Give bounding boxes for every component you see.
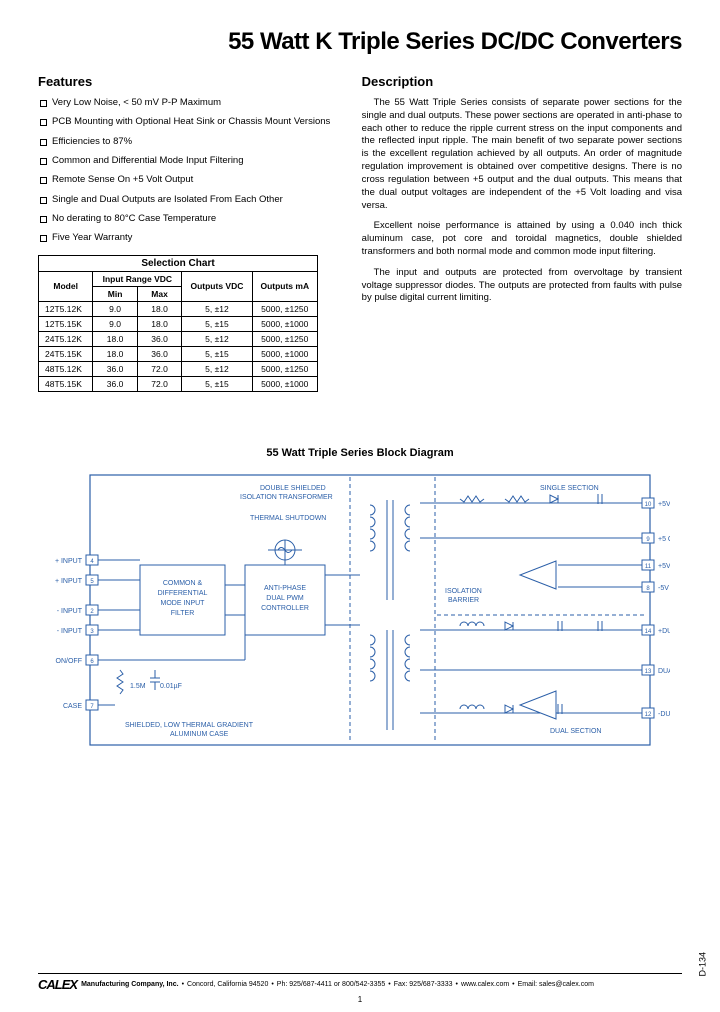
description-paragraph: Excellent noise performance is attained … [362,220,682,258]
svg-text:+ INPUT: + INPUT [55,558,83,565]
svg-text:CONTROLLER: CONTROLLER [261,605,309,612]
svg-text:THERMAL SHUTDOWN: THERMAL SHUTDOWN [250,515,326,522]
svg-text:1.5M: 1.5M [130,683,146,690]
svg-text:DIFFERENTIAL: DIFFERENTIAL [158,590,208,597]
description-body: The 55 Watt Triple Series consists of se… [362,97,682,305]
selection-chart-title: Selection Chart [39,255,318,271]
footer-address: Concord, California 94520 [187,981,268,988]
description-heading: Description [362,74,682,89]
svg-text:ALUMINUM CASE: ALUMINUM CASE [170,731,229,738]
right-column: Description The 55 Watt Triple Series co… [362,74,682,392]
svg-text:14: 14 [645,629,652,635]
svg-text:10: 10 [645,502,652,508]
table-row: 48T5.12K36.072.05, ±125000, ±1250 [39,361,318,376]
block-diagram: 4+ INPUT5+ INPUT2- INPUT3- INPUT6ON/OFF7… [50,465,670,755]
svg-text:+5 CMN: +5 CMN [658,536,670,543]
svg-text:FILTER: FILTER [171,610,195,617]
description-paragraph: The input and outputs are protected from… [362,267,682,305]
features-heading: Features [38,74,334,89]
col-outputs-vdc: Outputs VDC [182,271,252,301]
description-paragraph: The 55 Watt Triple Series consists of se… [362,97,682,212]
feature-item: No derating to 80°C Case Temperature [40,213,334,225]
table-row: 24T5.15K18.036.05, ±155000, ±1000 [39,346,318,361]
svg-text:SINGLE SECTION: SINGLE SECTION [540,485,599,492]
col-min: Min [93,286,137,301]
table-row: 12T5.15K9.018.05, ±155000, ±1000 [39,316,318,331]
page-title: 55 Watt K Triple Series DC/DC Converters [38,28,682,56]
footer-email: Email: sales@calex.com [518,981,594,988]
svg-text:DUAL SECTION: DUAL SECTION [550,728,601,735]
svg-text:+DUAL OUTPUT: +DUAL OUTPUT [658,628,670,635]
feature-item: Five Year Warranty [40,232,334,244]
svg-text:BARRIER: BARRIER [448,597,479,604]
svg-text:COMMON &: COMMON & [163,580,203,587]
feature-item: PCB Mounting with Optional Heat Sink or … [40,116,334,128]
svg-text:- INPUT: - INPUT [57,628,83,635]
svg-text:13: 13 [645,669,652,675]
svg-text:11: 11 [645,564,652,570]
feature-item: Common and Differential Mode Input Filte… [40,155,334,167]
page-number: 1 [0,995,720,1004]
feature-item: Remote Sense On +5 Volt Output [40,174,334,186]
col-max: Max [137,286,182,301]
svg-text:12: 12 [645,712,652,718]
col-model: Model [39,271,93,301]
svg-text:MODE INPUT: MODE INPUT [161,600,206,607]
footer-phone: Ph: 925/687-4411 or 800/542-3355 [277,981,385,988]
svg-text:ON/OFF: ON/OFF [56,658,82,665]
svg-text:ISOLATION: ISOLATION [445,588,482,595]
svg-text:-DUAL OUTPUT: -DUAL OUTPUT [658,711,670,718]
svg-text:+5V OUTPUT: +5V OUTPUT [658,501,670,508]
svg-text:-5V CMN SENSE: -5V CMN SENSE [658,585,670,592]
left-column: Features Very Low Noise, < 50 mV P-P Max… [38,74,334,392]
feature-item: Very Low Noise, < 50 mV P-P Maximum [40,97,334,109]
svg-text:DUAL PWM: DUAL PWM [266,595,304,602]
doc-code: D-134 [698,952,708,977]
block-diagram-section: 55 Watt Triple Series Block Diagram 4+ I… [38,447,682,755]
col-outputs-ma: Outputs mA [252,271,317,301]
svg-text:+ INPUT: + INPUT [55,578,83,585]
svg-text:- INPUT: - INPUT [57,608,83,615]
svg-text:ISOLATION TRANSFORMER: ISOLATION TRANSFORMER [240,494,333,501]
diagram-title: 55 Watt Triple Series Block Diagram [38,447,682,459]
table-row: 48T5.15K36.072.05, ±155000, ±1000 [39,376,318,391]
page-footer: CALEX Manufacturing Company, Inc. •Conco… [38,973,682,992]
table-row: 24T5.12K18.036.05, ±125000, ±1250 [39,331,318,346]
feature-item: Efficiencies to 87% [40,136,334,148]
table-row: 12T5.12K9.018.05, ±125000, ±1250 [39,301,318,316]
svg-text:DUAL CMN: DUAL CMN [658,668,670,675]
svg-text:ANTI-PHASE: ANTI-PHASE [264,585,306,592]
company-name: Manufacturing Company, Inc. [81,981,179,988]
svg-text:0.01µF: 0.01µF [160,683,182,690]
features-list: Very Low Noise, < 50 mV P-P Maximum PCB M… [38,97,334,245]
svg-text:SHIELDED, LOW THERMAL GRADIENT: SHIELDED, LOW THERMAL GRADIENT [125,722,254,729]
company-logo: CALEX [38,977,77,992]
svg-text:DOUBLE SHIELDED: DOUBLE SHIELDED [260,485,326,492]
footer-web: www.calex.com [461,981,509,988]
svg-text:+5V SENSE: +5V SENSE [658,563,670,570]
selection-chart-table: Selection Chart Model Input Range VDC Ou… [38,255,318,392]
svg-text:CASE: CASE [63,703,82,710]
two-column-layout: Features Very Low Noise, < 50 mV P-P Max… [38,74,682,392]
footer-fax: Fax: 925/687-3333 [394,981,453,988]
col-input-range: Input Range VDC [93,271,182,286]
feature-item: Single and Dual Outputs are Isolated Fro… [40,194,334,206]
